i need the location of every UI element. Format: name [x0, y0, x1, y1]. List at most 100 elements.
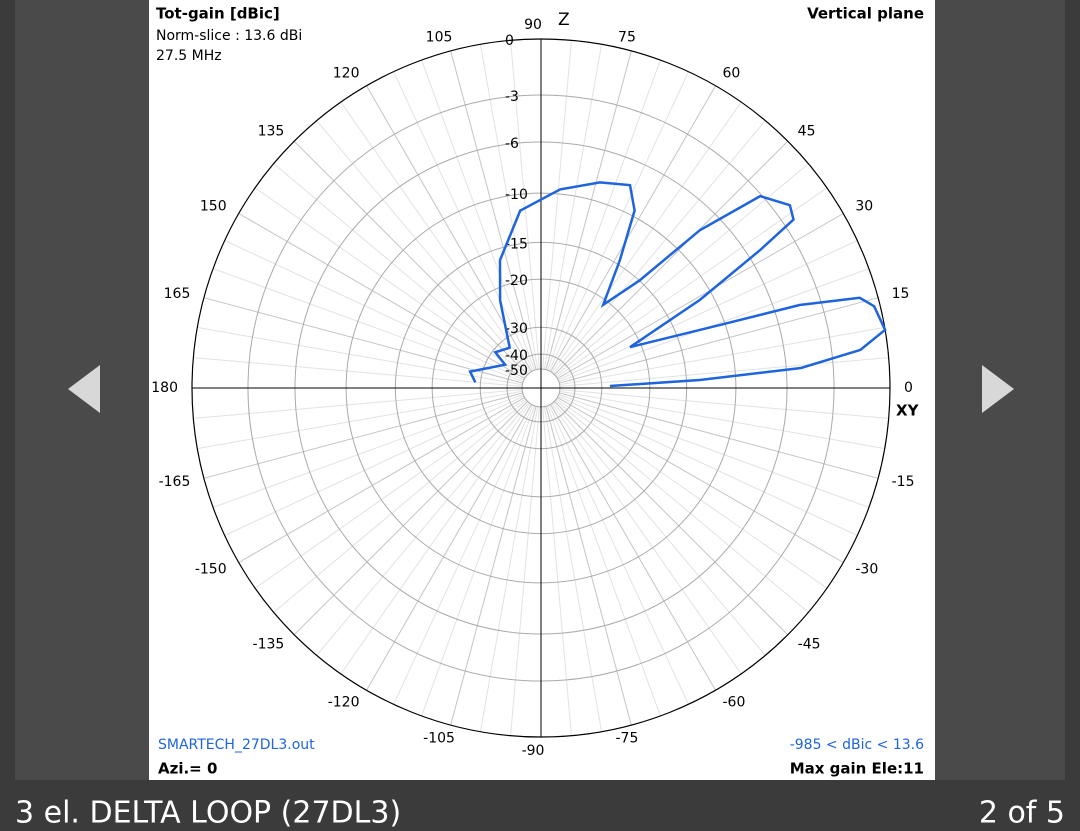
spoke [450, 406, 537, 726]
angle-tick-label: 0 [904, 380, 913, 396]
spoke [197, 390, 523, 450]
max-gain-label: Max gain Ele:11 [790, 760, 924, 778]
spoke [558, 394, 870, 508]
spoke [559, 389, 889, 419]
range-label: -985 < dBic < 13.6 [790, 737, 924, 753]
image-frame [149, 0, 935, 780]
spoke [450, 50, 537, 370]
angle-tick-label: 90 [524, 17, 542, 33]
subtitle: 27.5 MHz [156, 48, 222, 64]
angle-tick-label: 15 [892, 286, 910, 302]
spoke [545, 50, 632, 370]
angle-tick-label: -135 [253, 637, 285, 653]
spoke [550, 85, 716, 372]
xy-label: XY [896, 402, 920, 420]
z-label: Z [558, 10, 570, 30]
spoke [556, 187, 828, 378]
spoke [479, 44, 539, 370]
spoke [556, 398, 828, 589]
angle-tick-label: -30 [855, 562, 878, 578]
spoke [421, 59, 535, 371]
spoke [558, 268, 870, 382]
spoke [393, 71, 534, 372]
spoke [545, 406, 632, 726]
r-tick-label: -30 [505, 321, 528, 337]
r-tick-label: -6 [505, 136, 519, 152]
r-tick-label: -50 [505, 363, 528, 379]
spoke [293, 140, 528, 375]
spoke [552, 402, 766, 656]
spoke [551, 101, 742, 373]
chart-title: Tot-gain [dBic] [156, 5, 280, 23]
polar-chart: 0 -3 -6 -10 -15 -20 -30 -40-50 0 15 30 45 60 75 90 105 1… [151, 17, 914, 759]
spoke [340, 101, 531, 373]
next-arrow[interactable] [982, 365, 1014, 413]
spoke [559, 392, 879, 479]
spoke [316, 402, 530, 656]
spoke [254, 187, 526, 378]
spoke [547, 59, 661, 371]
spoke [557, 240, 858, 381]
angle-tick-label: 135 [258, 123, 285, 139]
angle-tick-label: 165 [164, 286, 191, 302]
counter: 2 of 5 [979, 796, 1065, 831]
spoke [510, 40, 540, 370]
angle-tick-label: -120 [328, 694, 360, 710]
spoke [559, 390, 885, 450]
spoke [557, 395, 858, 536]
r-tick-label: 0 [505, 33, 514, 49]
spoke [197, 326, 523, 386]
angle-tick-label: 45 [798, 123, 816, 139]
spoke [555, 399, 809, 613]
spoke [316, 120, 530, 374]
spoke [193, 357, 523, 387]
angle-tick-label: 180 [151, 380, 178, 396]
spoke [203, 297, 523, 384]
angle-tick-label: 120 [333, 66, 360, 82]
spoke [273, 163, 527, 377]
spoke [543, 44, 603, 370]
angle-tick-label: -45 [798, 637, 821, 653]
spoke [551, 403, 742, 675]
spoke [548, 71, 689, 372]
angle-tick-label: -165 [159, 474, 191, 490]
spoke [393, 404, 534, 705]
file-label: SMARTECH_27DL3.out [158, 737, 315, 753]
spoke [366, 404, 532, 691]
spoke [273, 399, 527, 613]
plane-label: Vertical plane [807, 5, 924, 23]
angle-tick-label: 30 [855, 199, 873, 215]
spoke [554, 140, 789, 375]
spoke [557, 397, 844, 563]
caption: 3 el. DELTA LOOP (27DL3) [15, 796, 401, 831]
r-tick-label: -20 [505, 273, 528, 289]
angle-tick-label: 105 [426, 29, 453, 45]
azimuth-label: Azi.= 0 [158, 760, 217, 778]
spoke [293, 401, 528, 636]
spoke [542, 40, 572, 370]
subtitle: Norm-slice : 13.6 dBi [156, 28, 302, 44]
spoke [479, 406, 539, 732]
spoke [203, 392, 523, 479]
spoke [554, 401, 789, 636]
angle-tick-label: -105 [423, 731, 455, 747]
spoke [212, 268, 524, 382]
spoke [548, 404, 689, 705]
r-tick-label: -40 [505, 348, 528, 364]
spoke [238, 213, 525, 379]
spoke [559, 326, 885, 386]
spoke [238, 397, 525, 563]
spoke [224, 240, 525, 381]
spoke [340, 403, 531, 675]
prev-arrow[interactable] [68, 365, 100, 413]
spoke [559, 357, 889, 387]
angle-tick-label: 60 [723, 66, 741, 82]
spoke [547, 405, 661, 717]
angle-tick-label: -150 [195, 562, 227, 578]
spoke [543, 406, 603, 732]
angle-tick-label: -90 [522, 743, 545, 759]
angle-tick-label: -75 [616, 731, 639, 747]
spoke [193, 389, 523, 419]
spoke [421, 405, 535, 717]
gain-pattern [468, 181, 887, 388]
